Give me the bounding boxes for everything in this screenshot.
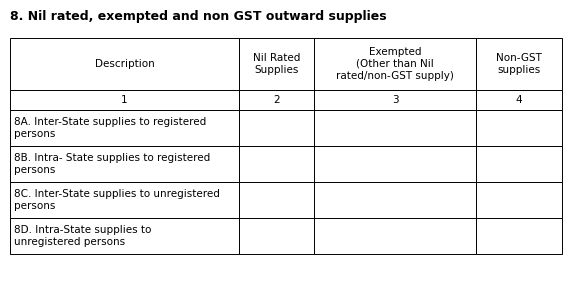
Bar: [313, 182, 477, 218]
Bar: [313, 146, 477, 182]
Bar: [477, 182, 562, 218]
Text: Description: Description: [95, 59, 155, 69]
Text: 3: 3: [392, 95, 398, 105]
Bar: [477, 38, 562, 90]
Bar: [477, 146, 562, 182]
Bar: [239, 146, 313, 182]
Bar: [477, 110, 562, 146]
Text: 8B. Intra- State supplies to registered
persons: 8B. Intra- State supplies to registered …: [14, 153, 210, 175]
Bar: [10, 218, 239, 254]
Text: 8C. Inter-State supplies to unregistered
persons: 8C. Inter-State supplies to unregistered…: [14, 189, 220, 211]
Text: Exempted
(Other than Nil
rated/non-GST supply): Exempted (Other than Nil rated/non-GST s…: [336, 47, 454, 81]
Bar: [10, 182, 239, 218]
Bar: [10, 90, 239, 110]
Text: Non-GST
supplies: Non-GST supplies: [496, 53, 542, 75]
Text: 8. Nil rated, exempted and non GST outward supplies: 8. Nil rated, exempted and non GST outwa…: [10, 10, 386, 23]
Bar: [239, 90, 313, 110]
Bar: [313, 38, 477, 90]
Text: 8D. Intra-State supplies to
unregistered persons: 8D. Intra-State supplies to unregistered…: [14, 225, 151, 247]
Bar: [239, 38, 313, 90]
Text: 4: 4: [516, 95, 523, 105]
Bar: [239, 218, 313, 254]
Bar: [477, 90, 562, 110]
Text: 2: 2: [273, 95, 279, 105]
Bar: [477, 218, 562, 254]
Text: 1: 1: [121, 95, 128, 105]
Bar: [313, 90, 477, 110]
Text: Nil Rated
Supplies: Nil Rated Supplies: [252, 53, 300, 75]
Bar: [10, 146, 239, 182]
Bar: [239, 110, 313, 146]
Bar: [313, 110, 477, 146]
Bar: [313, 218, 477, 254]
Bar: [10, 38, 239, 90]
Bar: [239, 182, 313, 218]
Text: 8A. Inter-State supplies to registered
persons: 8A. Inter-State supplies to registered p…: [14, 117, 206, 139]
Bar: [10, 110, 239, 146]
